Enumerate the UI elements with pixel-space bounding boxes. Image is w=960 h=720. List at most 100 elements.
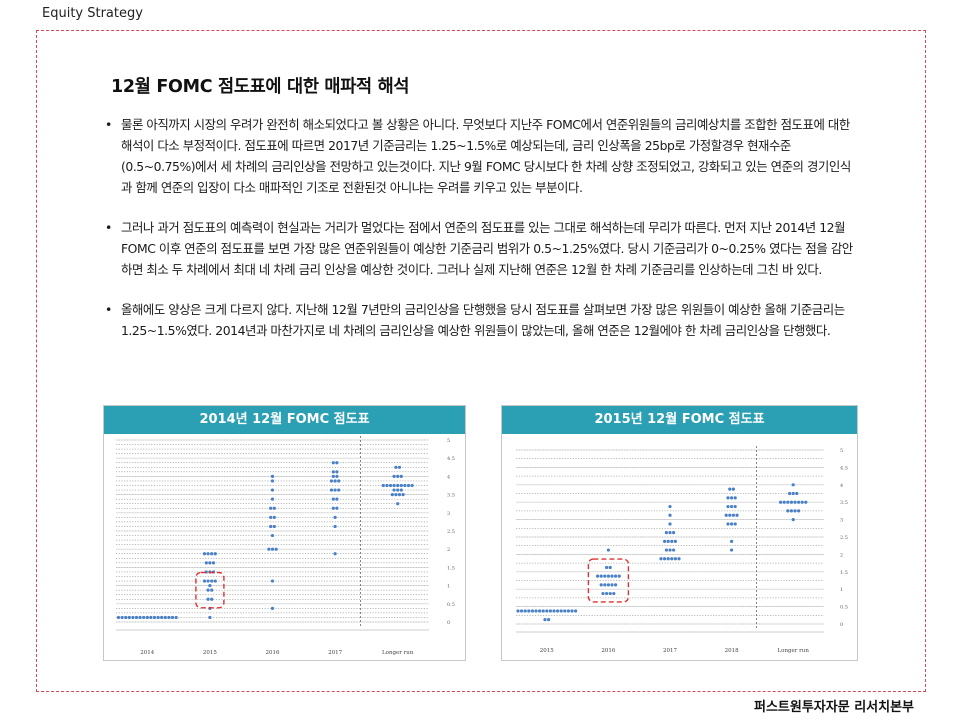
dot-marker bbox=[795, 491, 799, 496]
dot-marker bbox=[272, 524, 276, 529]
bullet-item: 그러나 과거 점도표의 예측력이 현실과는 거리가 멀었다는 점에서 연준의 점… bbox=[105, 217, 855, 280]
dot-marker bbox=[793, 509, 797, 513]
dot-marker bbox=[793, 500, 797, 504]
dot-marker bbox=[160, 615, 164, 620]
dot-marker bbox=[520, 609, 524, 613]
dot-marker bbox=[210, 588, 214, 592]
dot-marker bbox=[331, 461, 335, 465]
dot-marker bbox=[335, 474, 339, 478]
dot-marker bbox=[390, 493, 394, 497]
dot-marker bbox=[791, 518, 795, 522]
dot-marker bbox=[663, 557, 667, 561]
dot-marker bbox=[269, 524, 273, 529]
dot-marker bbox=[603, 583, 607, 587]
dot-marker bbox=[333, 488, 337, 492]
dot-marker bbox=[534, 609, 538, 613]
x-tick-label: Longer run bbox=[382, 650, 414, 656]
dot-marker bbox=[337, 488, 341, 492]
dot-marker bbox=[202, 579, 207, 583]
dot-marker bbox=[668, 548, 672, 552]
dot-marker bbox=[392, 474, 396, 478]
content-frame bbox=[36, 30, 926, 692]
dot-marker bbox=[731, 487, 735, 491]
dot-marker bbox=[666, 539, 670, 543]
dot-marker bbox=[786, 500, 790, 504]
dot-marker bbox=[274, 547, 278, 551]
dot-marker bbox=[610, 574, 614, 578]
dot-marker bbox=[797, 509, 801, 513]
dot-marker bbox=[401, 493, 405, 497]
y-tick-label: 4.5 bbox=[447, 456, 455, 462]
dot-marker bbox=[206, 552, 210, 556]
dot-marker bbox=[596, 574, 600, 578]
dot-marker bbox=[138, 615, 142, 620]
dot-marker bbox=[666, 557, 670, 561]
footer-company: 퍼스트원투자자문 리서치본부 bbox=[753, 700, 914, 715]
y-tick-label: 5 bbox=[447, 438, 450, 444]
dot-marker bbox=[670, 539, 674, 543]
y-tick-label: 0.5 bbox=[447, 602, 455, 608]
x-tick-label: 2018 bbox=[725, 648, 739, 654]
dot-marker bbox=[786, 509, 790, 513]
dot-marker bbox=[603, 574, 607, 578]
dot-marker bbox=[606, 548, 610, 552]
dot-marker bbox=[670, 557, 674, 561]
dot-marker bbox=[206, 597, 210, 601]
chart-title: 2015년 12월 FOMC 점도표 bbox=[502, 406, 857, 434]
dot-marker bbox=[403, 483, 407, 488]
y-tick-label: 1 bbox=[840, 587, 843, 593]
dot-marker bbox=[210, 552, 214, 556]
dot-marker bbox=[127, 615, 131, 620]
dot-marker bbox=[210, 579, 214, 583]
dot-marker bbox=[733, 522, 737, 526]
y-tick-label: 1.5 bbox=[840, 570, 848, 576]
dot-marker bbox=[668, 504, 672, 509]
dot-marker bbox=[677, 557, 681, 561]
y-tick-label: 3.5 bbox=[840, 500, 848, 506]
dot-marker bbox=[538, 609, 542, 613]
dot-marker bbox=[728, 513, 732, 517]
dot-marker bbox=[552, 609, 556, 613]
dot-marker bbox=[599, 583, 603, 587]
dot-marker bbox=[523, 609, 527, 613]
dot-marker bbox=[399, 483, 403, 488]
y-tick-label: 2.5 bbox=[447, 529, 455, 535]
x-tick-label: 2014 bbox=[140, 650, 154, 656]
dot-plot-2015-chart: 0 0.5 1 1.5 2 2.5 3 3.5 4 4.5 5 2015 2016 2017 2018 Lon… bbox=[516, 446, 848, 654]
dot-marker bbox=[396, 502, 400, 506]
dot-marker bbox=[270, 533, 275, 538]
dot-marker bbox=[545, 609, 549, 613]
dot-marker bbox=[267, 547, 271, 551]
dot-marker bbox=[730, 504, 734, 509]
dot-marker bbox=[396, 483, 400, 488]
x-tick-label: 2016 bbox=[601, 648, 615, 654]
bullet-item: 물론 아직까지 시장의 우려가 완전히 해소되었다고 볼 상황은 아니다. 무엇… bbox=[105, 114, 855, 198]
dot-marker bbox=[270, 488, 275, 492]
dot-plot-2015-panel: 2015년 12월 FOMC 점도표 0 0.5 1 1.5 2 2.5 3 3.5 4 4.5 5… bbox=[501, 405, 858, 661]
dot-marker bbox=[548, 609, 552, 613]
dot-marker bbox=[556, 609, 560, 613]
dot-marker bbox=[167, 615, 171, 620]
dot-marker bbox=[331, 470, 335, 474]
dot-marker bbox=[601, 591, 605, 596]
dot-marker bbox=[804, 500, 808, 504]
dot-marker bbox=[270, 606, 275, 610]
dot-marker bbox=[124, 615, 128, 620]
dot-marker bbox=[541, 609, 545, 613]
dot-marker bbox=[730, 548, 734, 552]
dot-marker bbox=[270, 579, 275, 583]
y-tick-label: 1 bbox=[447, 584, 450, 590]
dot-marker bbox=[392, 488, 396, 492]
dot-marker bbox=[204, 561, 208, 565]
dot-marker bbox=[608, 565, 612, 570]
dot-marker bbox=[791, 491, 795, 496]
dot-marker bbox=[543, 618, 547, 622]
dot-marker bbox=[333, 479, 337, 483]
dot-marker bbox=[116, 615, 121, 620]
dot-marker bbox=[566, 609, 570, 613]
dot-marker bbox=[599, 574, 603, 578]
dot-marker bbox=[333, 515, 337, 519]
dot-marker bbox=[726, 504, 730, 509]
y-tick-label: 0.5 bbox=[840, 605, 848, 611]
dot-marker bbox=[270, 474, 275, 478]
